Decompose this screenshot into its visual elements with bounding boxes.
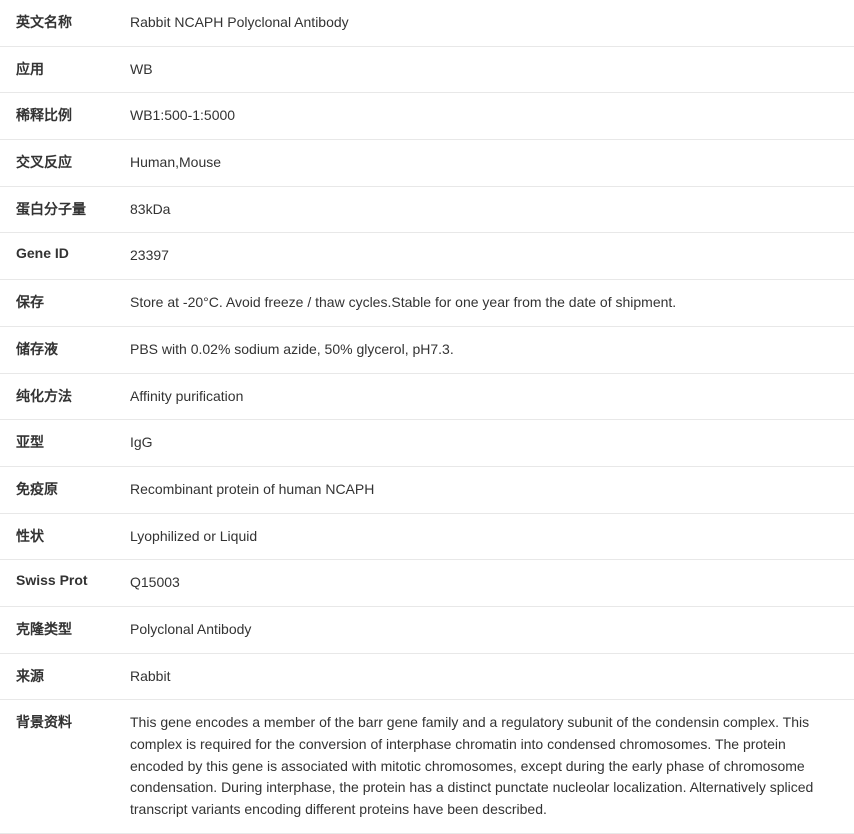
table-row: 应用 WB — [0, 46, 854, 93]
spec-label: 性状 — [0, 513, 120, 560]
spec-value: Polyclonal Antibody — [120, 606, 854, 653]
spec-value: Human,Mouse — [120, 140, 854, 187]
table-row: 储存液 PBS with 0.02% sodium azide, 50% gly… — [0, 326, 854, 373]
spec-label: 来源 — [0, 653, 120, 700]
spec-value: 83kDa — [120, 186, 854, 233]
spec-label: 背景资料 — [0, 700, 120, 833]
table-row: 交叉反应 Human,Mouse — [0, 140, 854, 187]
table-row: 性状 Lyophilized or Liquid — [0, 513, 854, 560]
spec-label: 应用 — [0, 46, 120, 93]
table-row: Swiss Prot Q15003 — [0, 560, 854, 607]
spec-label: 保存 — [0, 280, 120, 327]
spec-label: 交叉反应 — [0, 140, 120, 187]
spec-label: Gene ID — [0, 233, 120, 280]
spec-value: Rabbit NCAPH Polyclonal Antibody — [120, 0, 854, 46]
spec-label: 储存液 — [0, 326, 120, 373]
specification-table: 英文名称 Rabbit NCAPH Polyclonal Antibody 应用… — [0, 0, 854, 834]
spec-label: 蛋白分子量 — [0, 186, 120, 233]
spec-value: WB — [120, 46, 854, 93]
table-row: 英文名称 Rabbit NCAPH Polyclonal Antibody — [0, 0, 854, 46]
table-row: 亚型 IgG — [0, 420, 854, 467]
spec-label: 克隆类型 — [0, 606, 120, 653]
table-row: 纯化方法 Affinity purification — [0, 373, 854, 420]
spec-value: Rabbit — [120, 653, 854, 700]
spec-label: 稀释比例 — [0, 93, 120, 140]
table-row: 背景资料 This gene encodes a member of the b… — [0, 700, 854, 833]
table-row: 稀释比例 WB1:500-1:5000 — [0, 93, 854, 140]
spec-value: Affinity purification — [120, 373, 854, 420]
table-row: Gene ID 23397 — [0, 233, 854, 280]
spec-label: 免疫原 — [0, 466, 120, 513]
table-row: 保存 Store at -20°C. Avoid freeze / thaw c… — [0, 280, 854, 327]
spec-value: Store at -20°C. Avoid freeze / thaw cycl… — [120, 280, 854, 327]
table-row: 蛋白分子量 83kDa — [0, 186, 854, 233]
spec-label: 纯化方法 — [0, 373, 120, 420]
spec-value: Recombinant protein of human NCAPH — [120, 466, 854, 513]
table-row: 免疫原 Recombinant protein of human NCAPH — [0, 466, 854, 513]
spec-value: PBS with 0.02% sodium azide, 50% glycero… — [120, 326, 854, 373]
spec-tbody: 英文名称 Rabbit NCAPH Polyclonal Antibody 应用… — [0, 0, 854, 833]
spec-value: WB1:500-1:5000 — [120, 93, 854, 140]
spec-value: Q15003 — [120, 560, 854, 607]
spec-value: This gene encodes a member of the barr g… — [120, 700, 854, 833]
spec-label: 英文名称 — [0, 0, 120, 46]
table-row: 克隆类型 Polyclonal Antibody — [0, 606, 854, 653]
spec-label: Swiss Prot — [0, 560, 120, 607]
spec-label: 亚型 — [0, 420, 120, 467]
spec-value: IgG — [120, 420, 854, 467]
spec-value: Lyophilized or Liquid — [120, 513, 854, 560]
table-row: 来源 Rabbit — [0, 653, 854, 700]
spec-value: 23397 — [120, 233, 854, 280]
